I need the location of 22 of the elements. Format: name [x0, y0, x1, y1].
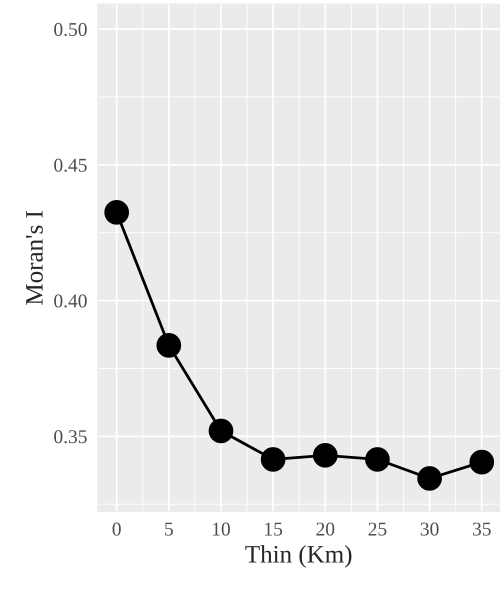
- x-tick-label: 0: [112, 522, 121, 536]
- x-tick-label: 25: [368, 522, 386, 536]
- x-axis-title: Thin (Km): [245, 545, 352, 568]
- point: [156, 333, 182, 358]
- point: [260, 447, 286, 472]
- point: [208, 418, 234, 444]
- point: [469, 450, 494, 474]
- y-tick-label: 0.45: [54, 158, 87, 172]
- y-tick-label: 0.35: [54, 430, 87, 444]
- x-tick-label: 20: [316, 522, 334, 536]
- x-tick-label: 15: [265, 522, 282, 536]
- point: [365, 447, 390, 472]
- y-tick-label: 0.40: [54, 294, 87, 308]
- x-tick-label: 30: [420, 522, 439, 536]
- x-tick-label: 35: [472, 522, 491, 536]
- point: [312, 443, 338, 468]
- y-tick-label: 0.50: [54, 22, 87, 36]
- x-tick-label: 5: [165, 522, 173, 536]
- x-tick-label: 10: [212, 522, 230, 536]
- y-axis-title: Moran's I: [26, 210, 43, 305]
- point: [104, 200, 129, 225]
- point: [417, 466, 442, 491]
